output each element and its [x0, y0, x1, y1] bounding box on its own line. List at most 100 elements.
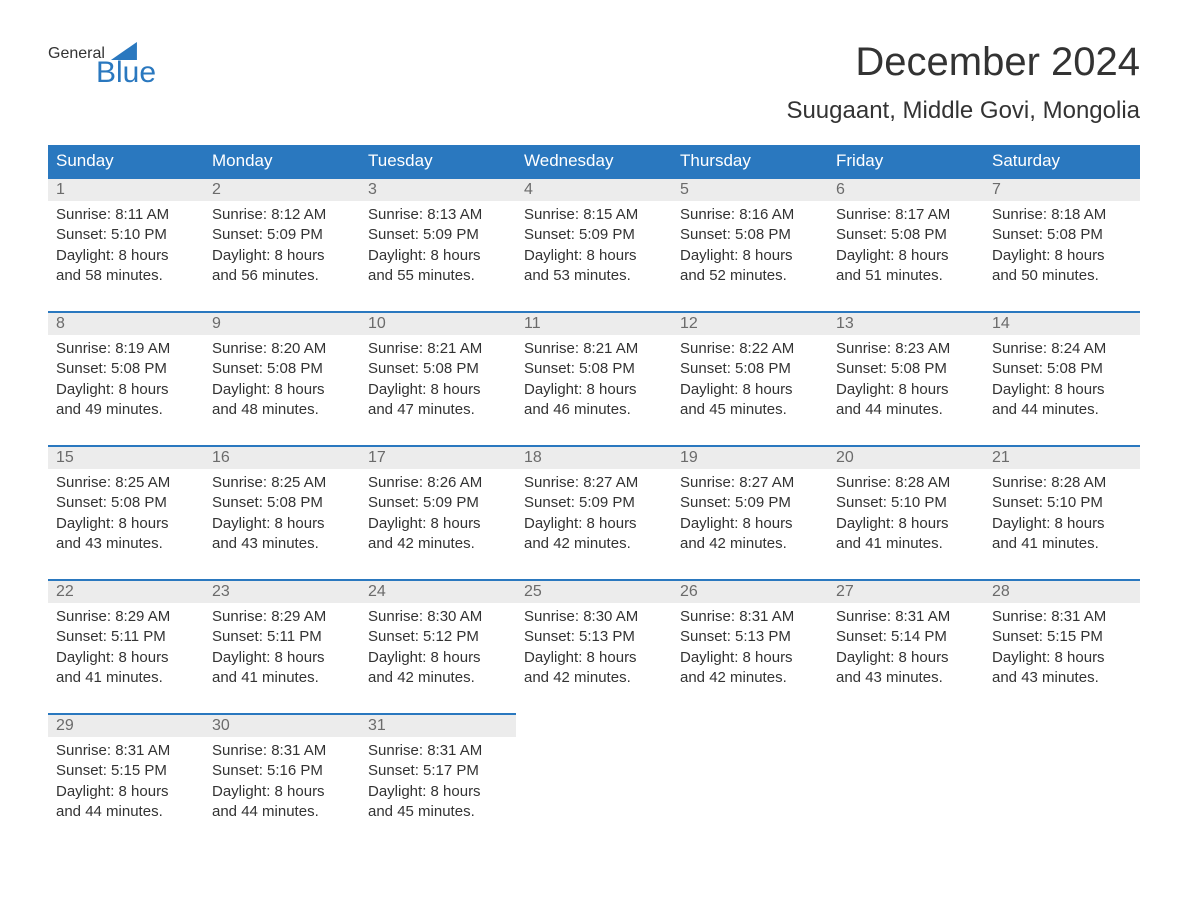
day-data-cell: Sunrise: 8:24 AM — [984, 335, 1140, 359]
day-number-cell — [516, 714, 672, 737]
day-data-row: and 49 minutes.and 48 minutes.and 47 min… — [48, 400, 1140, 424]
day-data-row: Sunrise: 8:31 AMSunrise: 8:31 AMSunrise:… — [48, 737, 1140, 761]
day-data-cell — [516, 761, 672, 781]
day-data-row: and 44 minutes.and 44 minutes.and 45 min… — [48, 802, 1140, 826]
day-number-cell: 11 — [516, 312, 672, 335]
day-number-cell: 13 — [828, 312, 984, 335]
day-number-cell: 28 — [984, 580, 1140, 603]
day-data-cell: and 58 minutes. — [48, 266, 204, 290]
day-of-week-header: Wednesday — [516, 145, 672, 178]
day-data-cell: and 42 minutes. — [360, 534, 516, 558]
day-data-row: Sunrise: 8:11 AMSunrise: 8:12 AMSunrise:… — [48, 201, 1140, 225]
day-data-cell: Sunrise: 8:18 AM — [984, 201, 1140, 225]
day-data-cell — [984, 782, 1140, 802]
day-data-cell: Sunset: 5:09 PM — [360, 493, 516, 513]
day-data-cell: Daylight: 8 hours — [204, 246, 360, 266]
day-data-cell: and 42 minutes. — [516, 534, 672, 558]
day-data-cell — [516, 802, 672, 826]
day-data-cell: Sunrise: 8:20 AM — [204, 335, 360, 359]
week-spacer — [48, 290, 1140, 312]
day-data-cell: and 41 minutes. — [48, 668, 204, 692]
day-data-cell: and 56 minutes. — [204, 266, 360, 290]
day-data-row: Daylight: 8 hoursDaylight: 8 hoursDaylig… — [48, 514, 1140, 534]
day-of-week-header: Tuesday — [360, 145, 516, 178]
day-number-cell: 17 — [360, 446, 516, 469]
day-data-cell: Sunset: 5:08 PM — [516, 359, 672, 379]
day-data-cell: and 43 minutes. — [984, 668, 1140, 692]
day-number-cell: 21 — [984, 446, 1140, 469]
day-data-cell: Daylight: 8 hours — [48, 514, 204, 534]
day-data-row: Daylight: 8 hoursDaylight: 8 hoursDaylig… — [48, 648, 1140, 668]
day-data-cell: Sunrise: 8:16 AM — [672, 201, 828, 225]
day-data-cell: Daylight: 8 hours — [672, 648, 828, 668]
day-data-cell: Daylight: 8 hours — [672, 380, 828, 400]
header: General Blue December 2024 Suugaant, Mid… — [48, 40, 1140, 137]
day-data-cell: Sunset: 5:08 PM — [672, 225, 828, 245]
calendar-table: SundayMondayTuesdayWednesdayThursdayFrid… — [48, 145, 1140, 826]
day-data-cell: Daylight: 8 hours — [360, 648, 516, 668]
day-number-cell: 27 — [828, 580, 984, 603]
day-data-cell: Sunset: 5:16 PM — [204, 761, 360, 781]
day-data-cell: Daylight: 8 hours — [828, 246, 984, 266]
day-number-cell: 8 — [48, 312, 204, 335]
week-daynum-row: 891011121314 — [48, 312, 1140, 335]
day-of-week-header: Monday — [204, 145, 360, 178]
day-data-cell: Daylight: 8 hours — [828, 648, 984, 668]
day-data-row: Sunset: 5:11 PMSunset: 5:11 PMSunset: 5:… — [48, 627, 1140, 647]
day-data-cell: and 42 minutes. — [516, 668, 672, 692]
day-data-cell: and 52 minutes. — [672, 266, 828, 290]
day-data-cell: Daylight: 8 hours — [204, 782, 360, 802]
day-data-cell: Sunset: 5:08 PM — [204, 493, 360, 513]
day-data-cell: Sunset: 5:08 PM — [48, 359, 204, 379]
day-data-cell: and 45 minutes. — [360, 802, 516, 826]
day-number-cell: 14 — [984, 312, 1140, 335]
day-data-cell: and 42 minutes. — [360, 668, 516, 692]
day-data-cell: Sunset: 5:08 PM — [828, 225, 984, 245]
day-number-cell: 7 — [984, 178, 1140, 201]
day-of-week-header-row: SundayMondayTuesdayWednesdayThursdayFrid… — [48, 145, 1140, 178]
day-data-row: Sunrise: 8:25 AMSunrise: 8:25 AMSunrise:… — [48, 469, 1140, 493]
day-data-cell: Daylight: 8 hours — [360, 380, 516, 400]
day-number-cell: 1 — [48, 178, 204, 201]
day-data-row: Sunset: 5:10 PMSunset: 5:09 PMSunset: 5:… — [48, 225, 1140, 245]
day-data-cell: and 46 minutes. — [516, 400, 672, 424]
day-data-row: Daylight: 8 hoursDaylight: 8 hoursDaylig… — [48, 782, 1140, 802]
day-data-cell: Sunset: 5:12 PM — [360, 627, 516, 647]
day-of-week-header: Saturday — [984, 145, 1140, 178]
day-data-cell: Sunrise: 8:19 AM — [48, 335, 204, 359]
day-data-cell: Sunset: 5:13 PM — [672, 627, 828, 647]
day-data-cell: Sunrise: 8:13 AM — [360, 201, 516, 225]
day-data-cell: Daylight: 8 hours — [48, 782, 204, 802]
day-number-cell: 5 — [672, 178, 828, 201]
day-data-cell: Daylight: 8 hours — [672, 514, 828, 534]
day-data-cell: Daylight: 8 hours — [828, 514, 984, 534]
day-data-cell: Sunrise: 8:29 AM — [204, 603, 360, 627]
day-data-cell: and 44 minutes. — [984, 400, 1140, 424]
day-data-cell — [672, 761, 828, 781]
day-number-cell: 16 — [204, 446, 360, 469]
day-data-cell: Sunset: 5:08 PM — [672, 359, 828, 379]
day-data-row: Daylight: 8 hours Daylight: 8 hours Daylig… — [48, 246, 1140, 266]
day-data-row: and 41 minutes.and 41 minutes.and 42 min… — [48, 668, 1140, 692]
day-data-cell: Sunrise: 8:31 AM — [984, 603, 1140, 627]
day-data-cell: and 45 minutes. — [672, 400, 828, 424]
day-number-cell: 2 — [204, 178, 360, 201]
week-daynum-row: 22232425262728 — [48, 580, 1140, 603]
day-data-cell: Sunset: 5:13 PM — [516, 627, 672, 647]
day-data-cell: Daylight: 8 hours — [204, 648, 360, 668]
day-data-cell: Sunrise: 8:21 AM — [360, 335, 516, 359]
day-data-cell: Sunset: 5:08 PM — [204, 359, 360, 379]
day-data-cell: Sunrise: 8:28 AM — [828, 469, 984, 493]
day-data-cell — [828, 802, 984, 826]
day-data-cell: and 53 minutes. — [516, 266, 672, 290]
day-data-cell: Sunset: 5:09 PM — [204, 225, 360, 245]
day-number-cell: 30 — [204, 714, 360, 737]
day-number-cell: 4 — [516, 178, 672, 201]
day-data-row: Sunrise: 8:29 AMSunrise: 8:29 AMSunrise:… — [48, 603, 1140, 627]
day-number-cell: 22 — [48, 580, 204, 603]
day-data-cell: Daylight: 8 hours — [516, 246, 672, 266]
day-data-cell: and 50 minutes. — [984, 266, 1140, 290]
day-data-cell: Sunrise: 8:26 AM — [360, 469, 516, 493]
day-data-cell: Daylight: 8 hours — [828, 380, 984, 400]
day-data-cell: and 48 minutes. — [204, 400, 360, 424]
